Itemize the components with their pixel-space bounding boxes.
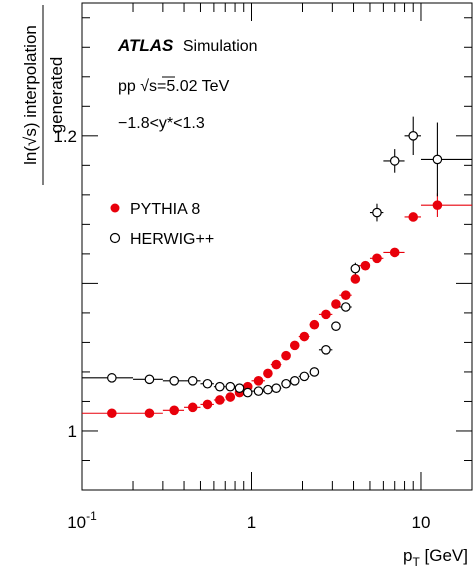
data-point-herwig [187,375,198,386]
data-point-herwig [271,383,282,393]
x-axis-label-sub: T [412,555,420,569]
data-point-pythia [214,395,225,405]
x-tick-label: 10-1 [67,509,97,532]
data-point-herwig [144,374,155,385]
x-ticks: 10-1 1 10 [67,3,473,532]
y-tick-label: 1 [68,422,77,441]
legend-label-herwig: HERWIG++ [130,231,214,248]
data-point-herwig [321,345,331,355]
data-point-pythia [281,350,291,361]
data-point-pythia [169,405,180,416]
x-tick-label: 10 [412,513,431,532]
atlas-label: ATLAS Simulation [117,36,258,55]
data-point-pythia [372,253,382,264]
data-point-herwig [331,321,341,331]
rapidity-label: −1.8<y*<1.3 [118,115,205,132]
series-herwig [82,116,472,398]
data-point-pythia [408,212,419,222]
legend-marker-herwig [109,232,121,244]
data-point-herwig [372,207,382,218]
data-point-pythia [144,408,155,419]
data-point-pythia [289,340,300,351]
data-point-herwig [234,383,245,393]
data-point-herwig [225,381,236,392]
data-point-herwig [408,131,419,141]
atlas-logo-text: ATLAS [117,36,174,55]
data-point-herwig [299,371,310,382]
data-point-pythia [187,402,198,413]
data-point-herwig [242,387,253,398]
y-axis-label-numerator: ln(√s) interpolation [21,25,40,165]
simulation-text: Simulation [183,38,258,55]
data-point-herwig [107,373,117,383]
data-point-pythia [202,399,213,410]
energy-label: pp √s=5.02 TeV [118,78,230,95]
data-point-pythia [321,309,331,320]
series-pythia [82,193,472,419]
y-axis-label-denominator: generated [47,57,66,134]
data-point-herwig [202,378,213,389]
data-point-pythia [263,368,273,379]
data-point-herwig [350,263,361,274]
series-layer [82,116,472,419]
legend-marker-pythia [110,203,120,213]
x-axis-label-main: p [403,546,412,565]
y-ticks: 11.2 [53,17,472,491]
data-point-herwig [169,375,180,386]
data-point-pythia [299,331,310,342]
y-axis-label: ln(√s) interpolation generated [21,5,66,185]
plot-frame [81,2,473,491]
data-point-herwig [253,386,264,396]
x-axis-label-unit: [GeV] [420,546,468,565]
x-tick-label: 1 [247,513,256,532]
data-point-pythia [350,274,361,284]
data-point-pythia [432,200,443,210]
y-tick-label: 1.2 [53,127,77,146]
data-point-herwig [309,367,320,377]
x-axis-label: pT [GeV] [403,546,468,569]
legend-label-pythia: PYTHIA 8 [130,201,200,218]
data-point-pythia [360,260,371,271]
data-point-pythia [107,408,117,419]
data-point-pythia [309,319,320,330]
data-point-herwig [281,378,291,389]
data-point-pythia [340,290,351,300]
data-point-herwig [214,381,225,392]
data-point-herwig [263,384,273,395]
data-point-herwig [340,302,351,312]
data-point-pythia [225,392,236,402]
legend: PYTHIA 8 HERWIG++ [109,201,214,248]
data-point-pythia [271,359,282,370]
data-point-pythia [331,299,341,309]
data-point-pythia [389,247,400,258]
data-point-herwig [432,154,443,165]
data-point-pythia [253,375,264,386]
data-point-herwig [289,375,300,386]
data-point-herwig [389,156,400,166]
